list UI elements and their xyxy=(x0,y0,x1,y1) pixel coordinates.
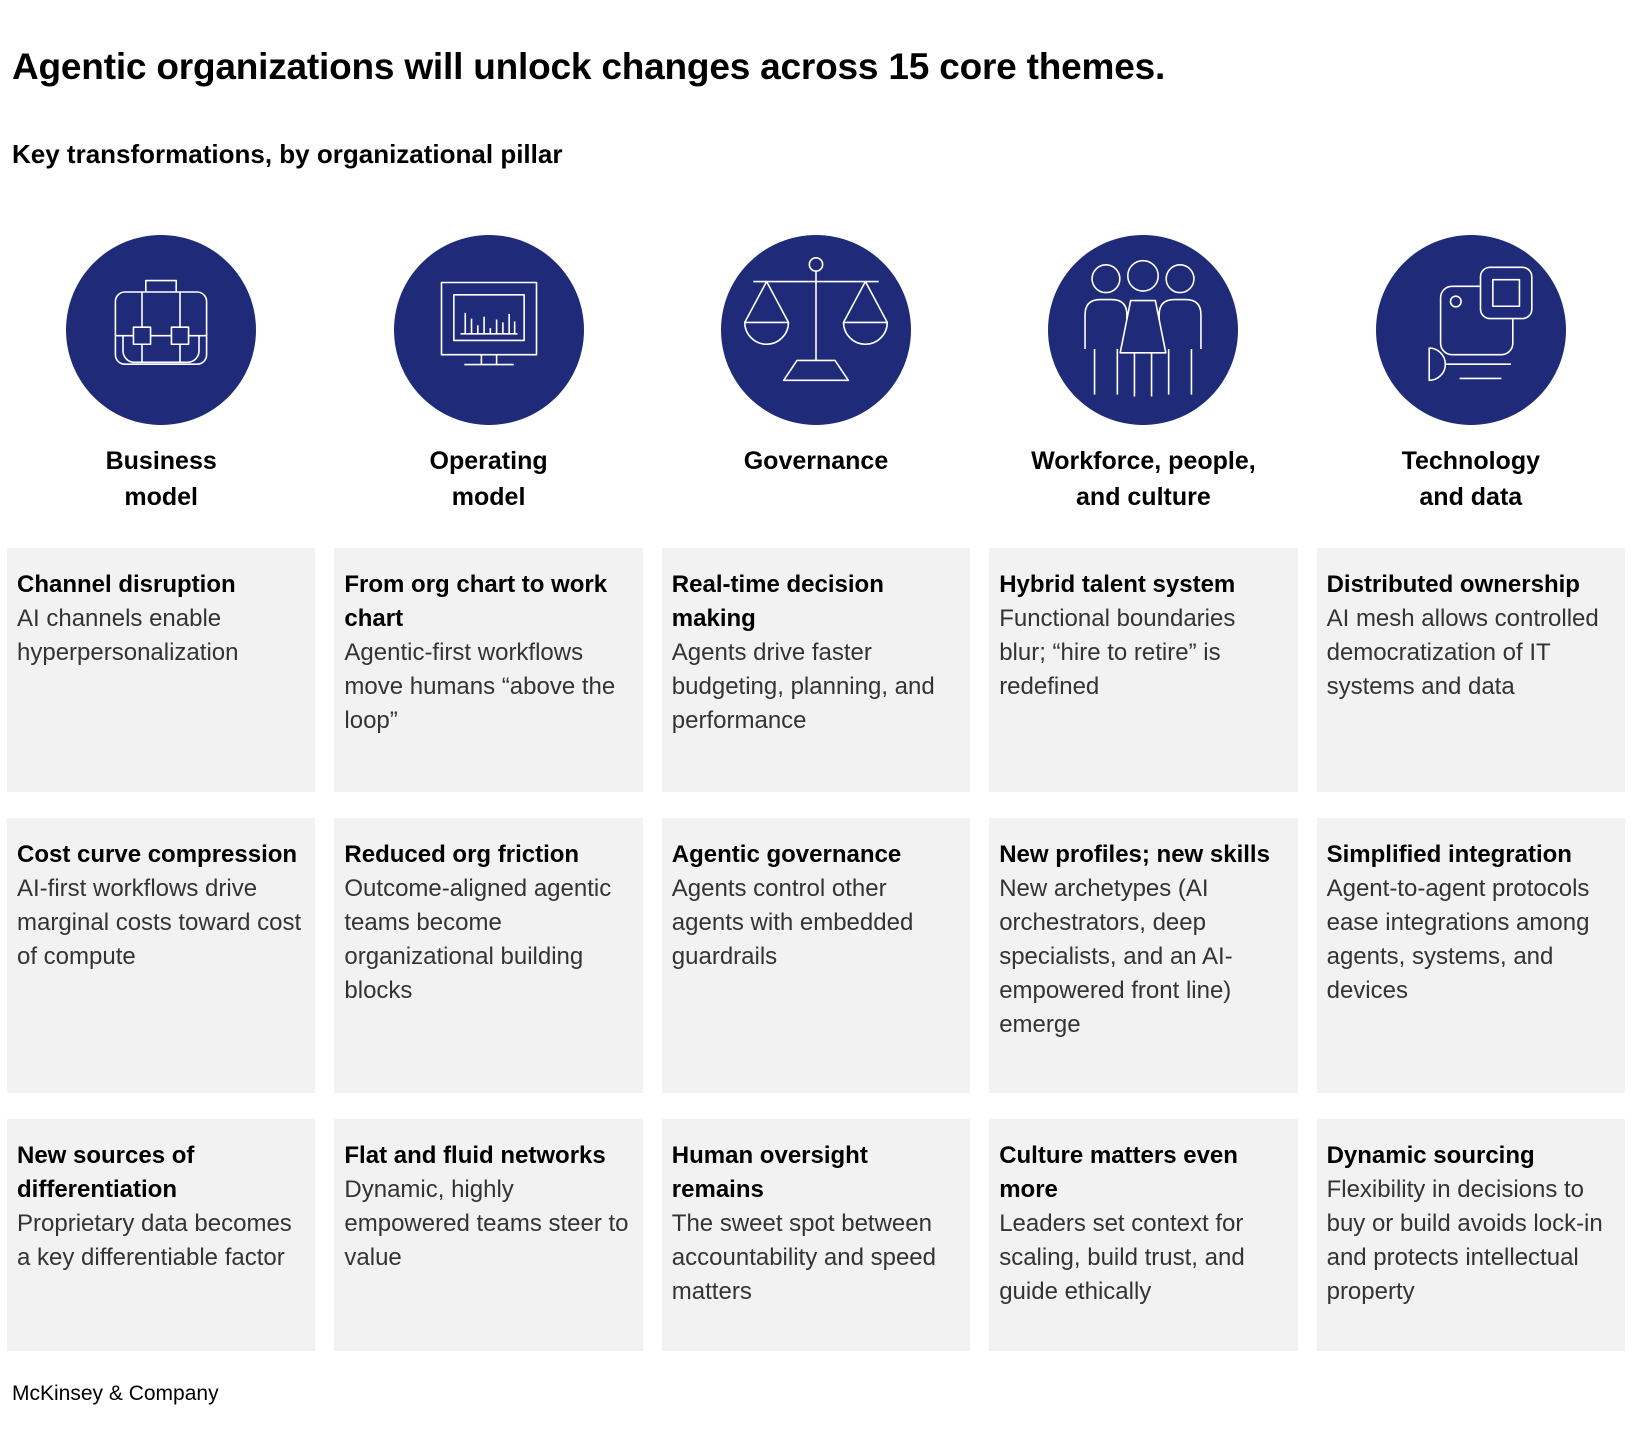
card-body: AI-first workflows drive marginal costs … xyxy=(17,875,302,970)
pillar-workforce: Workforce, people, and culture xyxy=(989,235,1297,515)
pillar-label-workforce: Workforce, people, and culture xyxy=(1031,447,1256,511)
card-body: Agents drive faster budgeting, planning,… xyxy=(671,639,935,734)
source-attribution: McKinsey & Company xyxy=(12,1382,219,1405)
card-technology-1: Distributed ownership AI mesh allows con… xyxy=(1316,548,1625,792)
briefcase-icon xyxy=(66,235,257,425)
card-governance-2: Agentic governance Agents control other … xyxy=(661,818,971,1093)
pillar-label-business-model: Business model xyxy=(105,447,217,511)
card-body: Dynamic, highly empowered teams steer to… xyxy=(344,1176,629,1271)
card-body: AI mesh allows controlled democrati­zati… xyxy=(1326,605,1599,700)
card-title: Hybrid talent system xyxy=(999,571,1236,598)
card-body: Leaders set context for scaling, build t… xyxy=(999,1210,1245,1305)
card-title: Distributed ownership xyxy=(1326,571,1580,598)
monitor-chart-icon xyxy=(393,235,584,425)
card-title: Agentic governance xyxy=(671,841,902,868)
card-body: Proprietary data becomes a key different… xyxy=(17,1210,292,1271)
card-body: Functional boundaries blur; “hire to ret… xyxy=(999,605,1236,700)
pillar-governance: Governance xyxy=(662,235,970,515)
card-workforce-1: Hybrid talent system Functional boundari… xyxy=(989,548,1298,792)
card-title: Culture matters even more xyxy=(999,1142,1238,1203)
card-operating-3: Flat and fluid networks Dynamic, highly … xyxy=(334,1119,643,1351)
card-body: Outcome-aligned agentic teams become org… xyxy=(344,875,612,1004)
card-business-2: Cost curve compression AI-first workflow… xyxy=(7,818,316,1093)
scales-icon xyxy=(720,235,911,425)
card-body: Agents control other agents with embedde… xyxy=(671,875,914,970)
page-subtitle: Key transformations, by organizational p… xyxy=(12,139,563,169)
card-operating-1: From org chart to work chart Agentic-fir… xyxy=(334,548,643,792)
card-body: Agentic-first workflows move humans “abo… xyxy=(344,639,616,734)
card-workforce-2: New profiles; new skills New archetypes … xyxy=(989,818,1298,1093)
card-title: New profiles; new skills xyxy=(999,841,1270,868)
card-title: Cost curve compression xyxy=(17,841,298,868)
card-governance-3: Human oversight remains The sweet spot b… xyxy=(661,1119,971,1351)
card-title: Human oversight remains xyxy=(671,1142,868,1203)
card-operating-2: Reduced org friction Outcome-aligned age… xyxy=(334,818,643,1093)
card-body: Flexibility in decisions to buy or build… xyxy=(1326,1176,1603,1305)
pillar-label-operating-model: Operating model xyxy=(429,447,548,511)
card-business-1: Channel disruption AI channels enable hy… xyxy=(7,548,316,792)
pillar-label-governance: Governance xyxy=(743,447,889,475)
people-icon xyxy=(1048,235,1239,425)
card-business-3: New sources of differentiation Proprieta… xyxy=(7,1119,316,1351)
card-body: Agent-to-agent protocols ease integratio… xyxy=(1326,875,1590,1004)
card-body: AI channels enable hyperpersonalization xyxy=(17,605,239,666)
card-title: New sources of differentiation xyxy=(17,1142,195,1203)
transformation-cards: Channel disruption AI channels enable hy… xyxy=(7,548,1625,1351)
page-title: Agentic organizations will unlock change… xyxy=(12,46,1166,87)
card-title: From org chart to work chart xyxy=(344,571,608,632)
card-technology-3: Dynamic sourcing Flexibility in decision… xyxy=(1316,1119,1625,1351)
pillar-icons-row: Business model Operating model xyxy=(7,235,1625,515)
card-title: Channel disruption xyxy=(17,571,236,598)
devices-icon xyxy=(1375,235,1566,425)
card-title: Real-time decision making xyxy=(671,571,884,632)
card-title: Simplified integration xyxy=(1326,841,1572,868)
card-technology-2: Simplified integration Agent-to-agent pr… xyxy=(1316,818,1625,1093)
pillar-technology: Technology and data xyxy=(1317,235,1625,515)
card-body: New archetypes (AI orchestrators, deep s… xyxy=(999,875,1233,1038)
card-title: Reduced org friction xyxy=(344,841,580,868)
card-workforce-3: Culture matters even more Leaders set co… xyxy=(989,1119,1298,1351)
card-title: Dynamic sourcing xyxy=(1326,1142,1535,1169)
pillar-label-technology: Technology and data xyxy=(1401,447,1540,511)
card-title: Flat and fluid networks xyxy=(344,1142,606,1169)
card-body: The sweet spot be­tween accountability a… xyxy=(671,1210,936,1305)
pillar-operating-model: Operating model xyxy=(334,235,642,515)
pillar-business-model: Business model xyxy=(7,235,315,515)
card-governance-1: Real-time decision making Agents drive f… xyxy=(661,548,971,792)
